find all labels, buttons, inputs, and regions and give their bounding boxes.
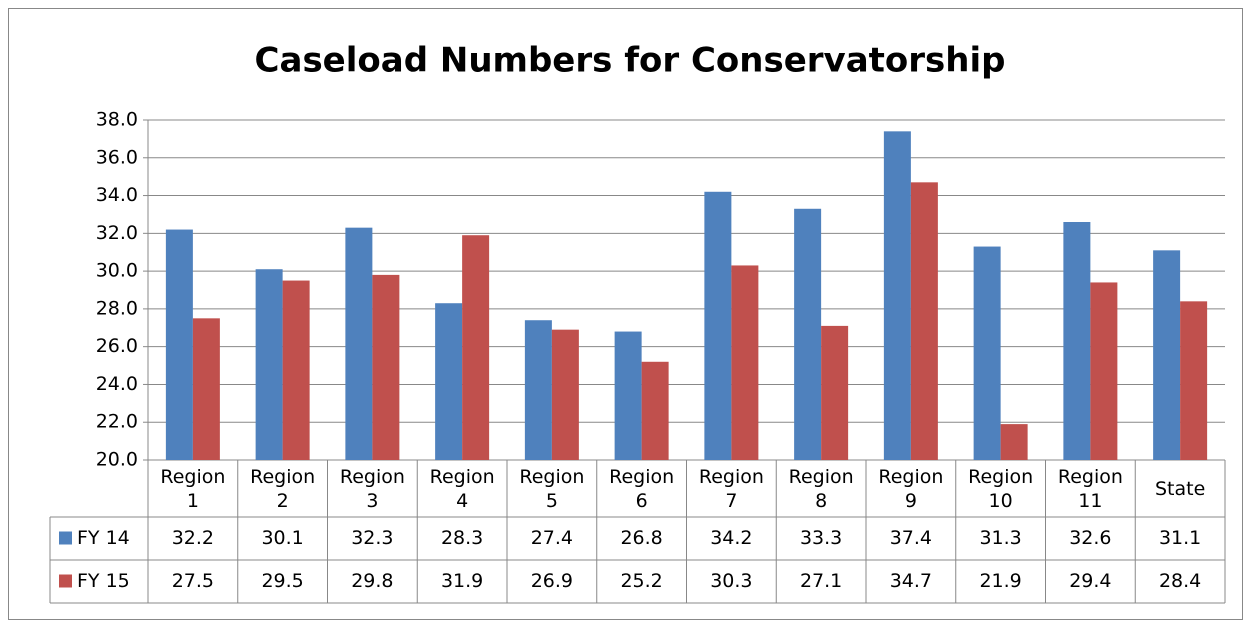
- bar: [524, 320, 552, 460]
- table-value: 33.3: [800, 527, 842, 549]
- table-value: 30.3: [710, 570, 752, 592]
- table-value: 25.2: [620, 570, 662, 592]
- legend-label: FY 14: [77, 527, 130, 549]
- table-value: 27.4: [531, 527, 573, 549]
- category-text: Region 9: [878, 465, 944, 512]
- category-text: Region 6: [609, 465, 675, 512]
- table-value: 29.8: [351, 570, 393, 592]
- y-tick-label: 30.0: [96, 260, 138, 282]
- bar: [1063, 222, 1091, 460]
- y-tick-label: 24.0: [96, 373, 138, 395]
- x-tick-label: Region 5: [507, 460, 597, 517]
- y-tick-label: 22.0: [96, 411, 138, 433]
- category-text: Region 2: [250, 465, 316, 512]
- table-value: 32.2: [172, 527, 214, 549]
- table-value: 31.9: [441, 570, 483, 592]
- bar: [973, 246, 1001, 460]
- table-value: 32.6: [1069, 527, 1111, 549]
- category-text: Region 1: [160, 465, 226, 512]
- y-tick-label: 34.0: [96, 184, 138, 206]
- category-text: Region 7: [698, 465, 764, 512]
- category-text: State: [1154, 477, 1206, 500]
- x-tick-label: Region 9: [866, 460, 956, 517]
- y-tick-label: 32.0: [96, 222, 138, 244]
- category-text: Region 8: [788, 465, 854, 512]
- table-value: 28.4: [1159, 570, 1201, 592]
- category-text: Region 10: [968, 465, 1034, 512]
- table-value: 32.3: [351, 527, 393, 549]
- legend-key: [59, 574, 72, 588]
- bar: [255, 269, 283, 460]
- x-tick-label: Region 1: [148, 460, 238, 517]
- bar: [165, 229, 193, 460]
- y-tick-label: 20.0: [96, 449, 138, 471]
- y-tick-label: 26.0: [96, 335, 138, 357]
- bar: [1000, 424, 1028, 460]
- table-value: 27.1: [800, 570, 842, 592]
- table-value: 34.2: [710, 527, 752, 549]
- category-text: Region 11: [1057, 465, 1123, 512]
- bar: [282, 280, 310, 460]
- bar: [345, 227, 373, 460]
- legend-key: [59, 531, 72, 545]
- bar: [794, 208, 822, 460]
- bar: [462, 235, 490, 460]
- x-tick-label: Region 6: [597, 460, 687, 517]
- bar: [910, 182, 938, 461]
- x-tick-label: State: [1135, 460, 1225, 517]
- y-tick-label: 38.0: [96, 109, 138, 131]
- table-value: 31.1: [1159, 527, 1201, 549]
- bar: [1090, 282, 1118, 460]
- category-text: Region 5: [519, 465, 585, 512]
- table-value: 26.8: [620, 527, 662, 549]
- y-tick-label: 28.0: [96, 297, 138, 319]
- table-value: 26.9: [531, 570, 573, 592]
- x-tick-label: Region 11: [1046, 460, 1136, 517]
- bar: [372, 274, 400, 460]
- bar: [641, 361, 669, 460]
- bar: [704, 191, 732, 460]
- table-value: 21.9: [979, 570, 1021, 592]
- x-tick-label: Region 3: [328, 460, 418, 517]
- bar: [614, 331, 642, 460]
- category-text: Region 3: [339, 465, 405, 512]
- table-value: 30.1: [261, 527, 303, 549]
- table-value: 37.4: [890, 527, 932, 549]
- table-value: 29.5: [261, 570, 303, 592]
- bar: [192, 318, 220, 460]
- table-value: 28.3: [441, 527, 483, 549]
- table-value: 31.3: [979, 527, 1021, 549]
- bar: [883, 131, 911, 461]
- bar: [821, 325, 849, 460]
- x-tick-label: Region 2: [238, 460, 328, 517]
- x-tick-label: Region 8: [776, 460, 866, 517]
- x-tick-label: Region 10: [956, 460, 1046, 517]
- category-text: Region 4: [429, 465, 495, 512]
- bar: [435, 303, 463, 460]
- bar: [1180, 301, 1208, 460]
- table-value: 29.4: [1069, 570, 1111, 592]
- table-value: 34.7: [890, 570, 932, 592]
- bar: [731, 265, 759, 460]
- bar: [551, 329, 579, 460]
- chart-border: [8, 8, 1243, 620]
- y-tick-label: 36.0: [96, 146, 138, 168]
- bar: [1153, 250, 1181, 460]
- legend-label: FY 15: [77, 570, 130, 592]
- table-value: 27.5: [172, 570, 214, 592]
- chart-title: Caseload Numbers for Conservatorship: [255, 41, 1006, 81]
- x-tick-label: Region 4: [417, 460, 507, 517]
- x-tick-label: Region 7: [687, 460, 777, 517]
